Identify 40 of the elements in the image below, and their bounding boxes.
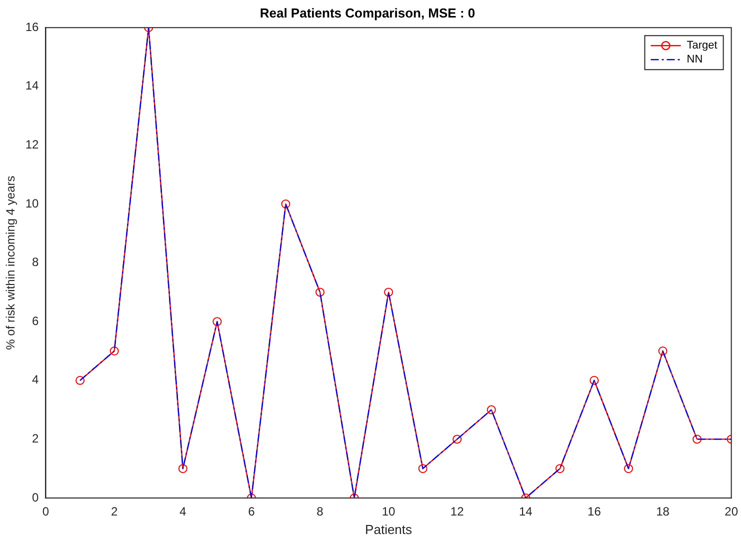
point <box>384 288 394 297</box>
point <box>658 346 668 356</box>
legend-label: Target <box>686 40 718 52</box>
point <box>418 464 428 474</box>
point <box>281 200 290 208</box>
y-tick-label: 2 <box>32 432 40 446</box>
point <box>452 434 462 444</box>
x-tick-label: 6 <box>248 504 256 519</box>
x-tick-label: 0 <box>42 504 50 519</box>
y-tick-label: 12 <box>25 138 40 152</box>
x-tick-label: 14 <box>518 504 533 519</box>
point <box>315 288 324 297</box>
x-tick-label: 18 <box>656 504 670 519</box>
y-tick-label: 4 <box>32 372 40 387</box>
x-axis-title: Patients <box>365 522 413 537</box>
x-tick-label: 10 <box>382 504 396 519</box>
y-tick-label: 6 <box>32 314 40 328</box>
point <box>692 434 702 444</box>
x-tick-label: 20 <box>724 504 738 519</box>
legend-label: NN <box>686 54 703 66</box>
point <box>590 376 599 385</box>
point <box>486 405 496 414</box>
x-tick-label: 8 <box>316 504 324 519</box>
chart-title: Real Patients Comparison, MSE : 0 <box>260 5 476 20</box>
point <box>110 346 119 356</box>
y-tick-label: 0 <box>32 490 40 504</box>
point <box>76 376 85 385</box>
x-tick-label: 12 <box>450 504 464 519</box>
point <box>178 464 188 474</box>
y-axis-title: % of risk within incoming 4 years <box>4 176 18 350</box>
x-tick-label: 4 <box>180 504 187 519</box>
y-tick-label: 16 <box>25 20 40 34</box>
x-tick-label: 16 <box>588 504 602 519</box>
point <box>212 317 222 326</box>
point <box>555 464 564 474</box>
y-tick-label: 14 <box>25 78 40 93</box>
y-tick-label: 8 <box>32 255 40 270</box>
x-tick-label: 2 <box>110 504 118 519</box>
y-tick-label: 10 <box>25 196 40 210</box>
point <box>624 464 633 474</box>
